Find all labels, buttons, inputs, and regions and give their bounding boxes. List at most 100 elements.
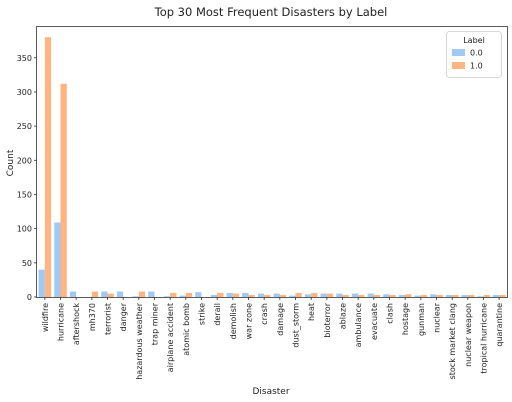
bar-terrorist-series-0 bbox=[101, 291, 108, 297]
bar-stock-market-clang-series-1 bbox=[452, 294, 459, 297]
x-tick-label: aftershock bbox=[72, 303, 81, 345]
x-tick-label: stock market clang bbox=[448, 303, 457, 379]
y-tick-label: 300 bbox=[17, 88, 32, 97]
bar-gunman-series-1 bbox=[420, 294, 428, 297]
y-tick-label: 0 bbox=[27, 293, 32, 302]
bar-heat-series-1 bbox=[311, 292, 318, 297]
x-tick-label: mh370 bbox=[88, 303, 97, 331]
y-tick-label: 100 bbox=[17, 225, 32, 234]
x-tick-label: danger bbox=[119, 302, 128, 331]
bar-atomic-bomb-series-1 bbox=[185, 292, 193, 297]
bar-hostage-series-1 bbox=[405, 294, 412, 297]
bar-trap-miner-series-0 bbox=[148, 291, 155, 297]
x-tick-label: wildfire bbox=[41, 303, 50, 332]
bar-nuclear-weapon-series-0 bbox=[461, 294, 468, 297]
x-tick-label: atomic bomb bbox=[182, 303, 191, 356]
bar-danger-series-0 bbox=[116, 291, 124, 297]
y-axis-label: Count bbox=[6, 149, 16, 176]
bar-hazardous-weather-series-0 bbox=[132, 296, 139, 297]
x-tick-label: demolish bbox=[229, 303, 238, 339]
bar-hurricane-series-0 bbox=[54, 222, 61, 297]
bar-bioterror-series-1 bbox=[326, 293, 334, 297]
bar-nuclear-series-1 bbox=[436, 294, 443, 297]
x-tick-label: nuclear bbox=[433, 302, 442, 333]
x-tick-label: ablaze bbox=[339, 303, 348, 329]
chart-title: Top 30 Most Frequent Disasters by Label bbox=[154, 5, 388, 19]
legend-title: Label bbox=[463, 36, 485, 45]
bar-nuclear-weapon-series-1 bbox=[467, 294, 475, 297]
x-tick-label: strike bbox=[198, 303, 207, 325]
bar-demolish-series-1 bbox=[232, 293, 240, 297]
bar-quarantine-series-0 bbox=[492, 294, 500, 297]
legend: Label 0.0 1.0 bbox=[446, 31, 502, 78]
bar-war-zone-series-0 bbox=[242, 292, 249, 297]
bar-hostage-series-0 bbox=[398, 294, 406, 297]
bar-aftershock-series-0 bbox=[69, 291, 77, 297]
bar-crash-series-1 bbox=[264, 294, 271, 297]
x-tick-label: hazardous weather bbox=[135, 302, 144, 379]
bar-evacuate-series-0 bbox=[367, 293, 374, 297]
x-tick-label: derail bbox=[213, 303, 222, 326]
bar-gunman-series-0 bbox=[414, 295, 421, 297]
bar-damage-series-0 bbox=[273, 293, 280, 297]
x-tick-label: nuclear weapon bbox=[464, 303, 473, 367]
bar-crash-series-0 bbox=[257, 293, 265, 297]
x-tick-label: evacuate bbox=[370, 303, 379, 340]
legend-swatch-series-1 bbox=[452, 62, 465, 69]
y-tick-label: 350 bbox=[17, 54, 32, 63]
bar-dust-storm-series-1 bbox=[295, 292, 302, 297]
bar-hurricane-series-1 bbox=[60, 83, 67, 297]
bar-terrorist-series-1 bbox=[107, 293, 114, 297]
bar-ablaze-series-0 bbox=[336, 293, 343, 297]
bar-hazardous-weather-series-1 bbox=[138, 291, 146, 297]
x-tick-label: hurricane bbox=[57, 303, 66, 341]
bar-damage-series-1 bbox=[279, 294, 287, 297]
x-tick-label: hostage bbox=[401, 303, 410, 335]
x-tick-label: quarantine bbox=[495, 303, 504, 347]
bar-ambulance-series-1 bbox=[358, 294, 365, 297]
x-tick-label: clash bbox=[386, 303, 395, 324]
bar-wildfire-series-0 bbox=[38, 269, 45, 297]
plot-frame bbox=[36, 26, 508, 298]
bar-evacuate-series-1 bbox=[373, 294, 381, 297]
bar-strike-series-0 bbox=[195, 292, 202, 297]
bars bbox=[38, 37, 506, 297]
x-tick-label: heat bbox=[307, 303, 316, 321]
bar-stock-market-clang-series-0 bbox=[445, 294, 453, 297]
x-tick-label: tropical hurricane bbox=[480, 303, 489, 374]
y-tick-label: 250 bbox=[17, 122, 32, 131]
x-axis-label: Disaster bbox=[252, 387, 289, 397]
y-tick-label: 150 bbox=[17, 190, 32, 199]
legend-swatch-series-0 bbox=[452, 49, 465, 56]
bar-mh370-series-1 bbox=[91, 291, 99, 297]
y-tick-label: 50 bbox=[22, 259, 32, 268]
bar-tropical-hurricane-series-1 bbox=[483, 294, 490, 297]
bar-heat-series-0 bbox=[304, 294, 312, 297]
bar-airplane-accident-series-0 bbox=[163, 296, 171, 297]
x-tick-label: damage bbox=[276, 303, 285, 336]
x-tick-label: ambulance bbox=[354, 303, 363, 347]
x-tick-label: gunman bbox=[417, 303, 426, 336]
bar-ablaze-series-1 bbox=[342, 294, 349, 297]
bar-nuclear-series-0 bbox=[430, 294, 437, 297]
bar-wildfire-series-1 bbox=[44, 37, 52, 297]
bar-derail-series-1 bbox=[217, 292, 224, 297]
bar-airplane-accident-series-1 bbox=[170, 292, 177, 297]
legend-label-series-0: 0.0 bbox=[470, 49, 483, 58]
bar-dust-storm-series-0 bbox=[289, 295, 296, 297]
bar-demolish-series-0 bbox=[226, 292, 233, 297]
x-tick-label: bioterror bbox=[323, 302, 332, 337]
bar-war-zone-series-1 bbox=[248, 294, 255, 297]
x-tick-label: war zone bbox=[245, 303, 254, 339]
x-tick-label: crash bbox=[260, 303, 269, 325]
bar-ambulance-series-0 bbox=[351, 293, 359, 297]
axis-ticks: 0 50 100 150 200 250 300 350 wildfire hurricane af… bbox=[17, 54, 504, 380]
bar-quarantine-series-1 bbox=[499, 294, 506, 297]
bar-clash-series-0 bbox=[383, 294, 390, 297]
bar-clash-series-1 bbox=[389, 294, 396, 297]
bar-derail-series-0 bbox=[210, 294, 218, 297]
legend-label-series-1: 1.0 bbox=[470, 62, 483, 71]
x-tick-label: terrorist bbox=[104, 303, 113, 335]
x-tick-label: dust_storm bbox=[292, 303, 301, 348]
